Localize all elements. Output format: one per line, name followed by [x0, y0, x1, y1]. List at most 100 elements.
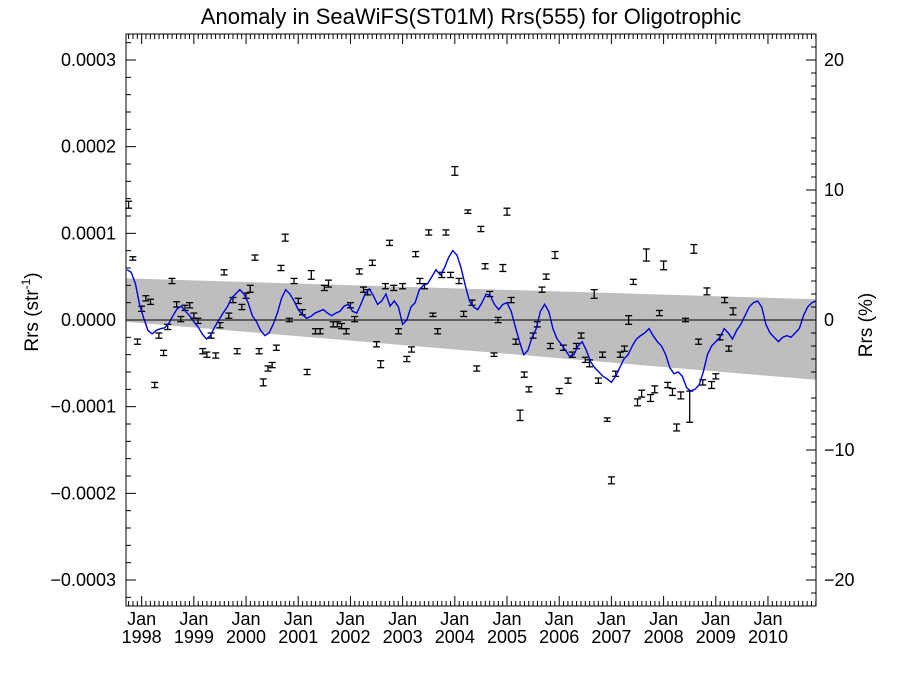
data-point-31: [259, 378, 267, 387]
data-point-82: [481, 263, 489, 270]
data-point-118: [638, 389, 646, 398]
data-point-101: [564, 377, 572, 384]
plot-area: [125, 165, 817, 485]
data-point-95: [538, 286, 546, 293]
data-point-30: [255, 347, 263, 355]
x-tick-month-label: Jan: [179, 609, 208, 629]
left-y-axis: 0.0003 0.0002 0.0001 0.0000 −0.0001 −0.0002 −0…: [50, 42, 136, 598]
data-point-99: [555, 387, 563, 395]
data-point-66: [412, 250, 420, 258]
right-tick-label: −20: [824, 570, 855, 590]
data-point-98: [551, 250, 559, 260]
right-tick-label: −10: [824, 440, 855, 460]
data-point-73: [442, 229, 450, 236]
data-point-5: [147, 298, 155, 306]
x-tick-month-label: Jan: [753, 609, 782, 629]
data-point-36: [281, 233, 289, 242]
right-tick-label: 0: [824, 310, 834, 330]
data-point-117: [633, 398, 641, 407]
data-point-127: [677, 391, 685, 400]
x-tick-month-label: Jan: [701, 609, 730, 629]
data-point-88: [507, 296, 515, 304]
data-point-7: [155, 332, 163, 339]
data-point-76: [455, 277, 463, 285]
data-point-137: [721, 296, 729, 304]
data-point-97: [546, 342, 554, 350]
data-point-84: [490, 352, 498, 358]
data-point-116: [629, 278, 637, 286]
x-tick-year-label: 2007: [591, 627, 631, 647]
data-point-2: [133, 338, 141, 345]
data-point-126: [673, 423, 681, 432]
data-point-138: [725, 345, 733, 352]
data-point-14: [186, 302, 194, 309]
x-tick-year-label: 2000: [226, 627, 266, 647]
data-point-122: [655, 309, 663, 317]
data-point-35: [277, 264, 285, 272]
data-point-120: [647, 393, 655, 403]
data-point-56: [368, 259, 376, 267]
data-point-113: [616, 351, 624, 358]
x-tick-year-label: 2009: [696, 627, 736, 647]
data-point-96: [542, 273, 550, 280]
left-tick-label: 0.0003: [61, 50, 116, 70]
data-point-121: [651, 385, 659, 394]
data-point-20: [212, 352, 220, 359]
x-tick-month-label: Jan: [440, 609, 469, 629]
chart-title: Anomaly in SeaWiFS(ST01M) Rrs(555) for O…: [201, 4, 741, 29]
x-tick-year-label: 1998: [122, 627, 162, 647]
data-point-23: [225, 312, 233, 319]
data-point-87: [503, 207, 511, 216]
data-point-59: [381, 282, 389, 290]
data-point-110: [603, 417, 611, 423]
left-tick-label: −0.0002: [50, 483, 116, 503]
data-point-42: [307, 269, 315, 280]
data-point-45: [320, 284, 328, 292]
x-tick-month-label: Jan: [336, 609, 365, 629]
data-point-48: [333, 321, 341, 328]
x-tick-month-label: Jan: [545, 609, 574, 629]
data-point-32: [264, 365, 272, 372]
data-point-104: [577, 332, 585, 339]
x-tick-year-label: 2006: [539, 627, 579, 647]
data-point-78: [464, 209, 472, 215]
data-point-29: [251, 254, 259, 261]
data-point-92: [525, 386, 533, 393]
x-tick-year-label: 1999: [174, 627, 214, 647]
left-tick-label: 0.0002: [61, 137, 116, 157]
x-tick-year-label: 2004: [435, 627, 475, 647]
data-point-26: [238, 303, 246, 311]
data-point-34: [272, 344, 280, 351]
data-point-38: [290, 277, 298, 285]
left-axis-title-close: ): [22, 272, 43, 278]
data-point-62: [394, 328, 402, 335]
data-point-133: [703, 287, 711, 296]
right-axis-title: Rrs (%): [856, 293, 877, 357]
data-point-46: [325, 279, 333, 288]
uncertainty-band: [126, 278, 816, 380]
x-tick-month-label: Jan: [232, 609, 261, 629]
data-point-74: [447, 271, 455, 279]
data-point-111: [607, 476, 615, 485]
data-point-41: [303, 368, 311, 376]
x-tick-year-label: 2008: [644, 627, 684, 647]
data-point-77: [460, 310, 468, 318]
data-point-61: [390, 284, 398, 292]
data-point-25: [233, 347, 241, 355]
data-point-125: [668, 387, 676, 397]
right-tick-label: 20: [824, 50, 844, 70]
data-point-134: [708, 380, 716, 390]
data-point-4: [142, 295, 150, 302]
data-point-135: [712, 373, 720, 380]
data-point-44: [316, 328, 324, 335]
left-tick-label: 0.0001: [61, 223, 116, 243]
data-point-90: [516, 409, 524, 422]
x-tick-year-label: 2005: [487, 627, 527, 647]
data-point-108: [594, 377, 602, 384]
data-point-109: [599, 351, 607, 358]
right-tick-label: 10: [824, 180, 844, 200]
data-point-86: [499, 263, 507, 273]
data-point-22: [220, 269, 228, 276]
data-point-64: [403, 355, 411, 363]
